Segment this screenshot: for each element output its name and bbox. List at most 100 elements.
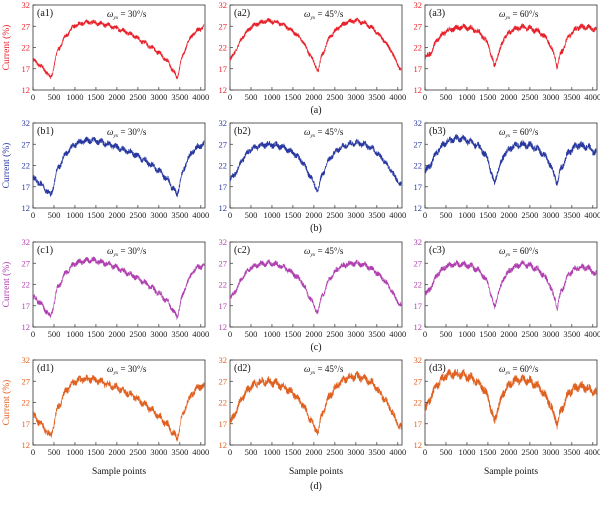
x-tick-label: 3000 [150,329,167,339]
panel-a1: 0 500 1000 1500 2000 2500 3000 3500 4000 12 17 22 27… [1,0,209,102]
y-tick-label: 27 [414,376,423,386]
omega-label: ωyx = 60°/s [499,127,539,139]
panel-c1: 0 500 1000 1500 2000 2500 3000 3500 4000 12 17 22 27… [1,237,209,339]
x-tick-label: 3500 [171,210,188,220]
x-tick-label: 1000 [66,92,83,102]
y-tick-label: 12 [219,203,228,213]
y-tick-label: 32 [414,355,423,365]
y-tick-label: 22 [22,398,31,408]
x-tick-label: 4000 [192,447,209,457]
panel-d3: 0 500 1000 1500 2000 2500 3000 3500 4000 12 17 22 27… [414,355,600,477]
x-tick-label: 3000 [542,329,559,339]
x-tick-label: 2000 [305,329,322,339]
x-tick-label: 4000 [584,92,600,102]
x-tick-label: 2000 [108,92,125,102]
x-tick-label: 500 [48,329,61,339]
x-tick-label: 0 [423,92,427,102]
panel-c2: 0 500 1000 1500 2000 2500 3000 3500 4000 12 17 22 27… [219,237,407,339]
x-tick-label: 4000 [584,329,600,339]
series-line-d1 [32,374,205,442]
y-tick-label: 22 [414,161,423,171]
y-tick-label: 17 [22,419,31,429]
omega-label: ωyx = 45°/s [304,9,344,21]
y-tick-label: 12 [219,85,228,95]
x-tick-label: 2500 [129,329,146,339]
x-tick-label: 1500 [479,92,496,102]
y-tick-label: 17 [414,419,423,429]
y-tick-label: 22 [219,280,228,290]
y-tick-label: 27 [414,21,423,31]
omega-label: ωyx = 45°/s [304,246,344,258]
y-tick-label: 17 [414,182,423,192]
x-tick-label: 0 [31,447,35,457]
y-tick-label: 12 [219,322,228,332]
x-tick-label: 0 [423,329,427,339]
panel-d2: 0 500 1000 1500 2000 2500 3000 3500 4000 12 17 22 27… [219,355,407,477]
panel-label: (c3) [429,245,445,256]
x-tick-label: 4000 [192,210,209,220]
y-tick-label: 17 [22,301,31,311]
omega-label: ωyx = 45°/s [304,127,344,139]
panel-d1: 0 500 1000 1500 2000 2500 3000 3500 4000 12 17 22 27… [1,355,209,477]
row-caption-d: (d) [310,481,322,492]
y-tick-label: 17 [414,64,423,74]
series-line-d2 [229,370,402,436]
x-tick-label: 2000 [108,210,125,220]
y-tick-label: 22 [219,398,228,408]
x-tick-label: 2500 [521,329,538,339]
x-tick-label: 3000 [347,329,364,339]
y-tick-label: 12 [219,440,228,450]
series-line-b1 [32,136,205,198]
x-tick-label: 3500 [563,329,580,339]
y-tick-label: 22 [219,161,228,171]
row-caption-c: (c) [310,342,321,353]
x-tick-label: 2000 [305,447,322,457]
y-tick-label: 32 [219,355,228,365]
y-tick-label: 27 [219,258,228,268]
y-tick-label: 32 [22,355,31,365]
panel-label: (c2) [234,245,250,256]
x-tick-label: 1500 [87,210,104,220]
x-tick-label: 2000 [500,210,517,220]
x-tick-label: 3000 [542,92,559,102]
y-tick-label: 27 [219,139,228,149]
omega-label: ωyx = 60°/s [499,364,539,376]
x-tick-label: 4000 [389,92,406,102]
x-tick-label: 1500 [284,210,301,220]
x-axis-title: Sample points [484,467,538,477]
y-tick-label: 32 [414,118,423,128]
series-line-a1 [32,19,205,80]
x-tick-label: 1500 [284,447,301,457]
omega-label: ωyx = 30°/s [107,9,147,21]
y-tick-label: 12 [414,322,423,332]
y-tick-label: 12 [22,203,31,213]
y-tick-label: 27 [414,139,423,149]
x-tick-label: 4000 [389,329,406,339]
y-tick-label: 17 [219,64,228,74]
y-tick-label: 12 [414,203,423,213]
row-caption-a: (a) [310,105,321,116]
y-tick-label: 32 [22,237,31,247]
x-tick-label: 2500 [521,210,538,220]
panel-c3: 0 500 1000 1500 2000 2500 3000 3500 4000 12 17 22 27… [414,237,600,339]
panel-a2: 0 500 1000 1500 2000 2500 3000 3500 4000 12 17 22 27… [219,0,407,102]
x-tick-label: 1500 [284,92,301,102]
x-tick-label: 0 [228,447,232,457]
y-tick-label: 32 [414,237,423,247]
y-tick-label: 22 [414,43,423,53]
x-tick-label: 3000 [542,447,559,457]
series-line-b3 [424,134,597,186]
x-tick-label: 1000 [458,329,475,339]
y-tick-label: 32 [22,118,31,128]
x-tick-label: 0 [31,329,35,339]
x-tick-label: 2000 [500,329,517,339]
y-tick-label: 12 [22,440,31,450]
x-tick-label: 500 [440,210,453,220]
x-tick-label: 1000 [458,92,475,102]
x-tick-label: 2500 [521,92,538,102]
y-tick-label: 22 [22,280,31,290]
x-tick-label: 500 [440,92,453,102]
x-tick-label: 3500 [171,329,188,339]
series-line-c3 [424,259,597,312]
x-tick-label: 1000 [263,92,280,102]
